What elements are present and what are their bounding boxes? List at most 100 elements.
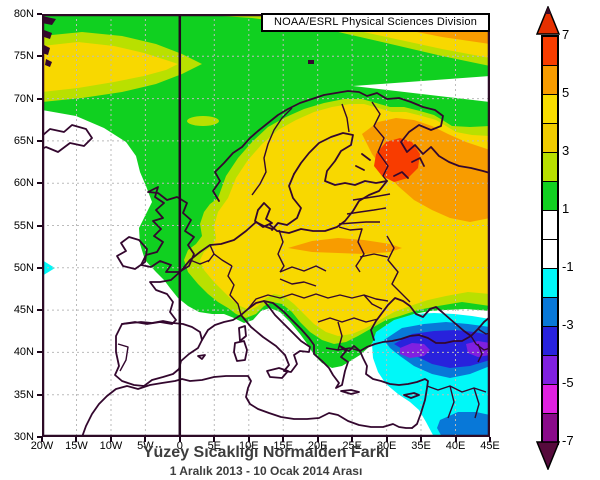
lon-tick-mark bbox=[282, 437, 285, 442]
country-borders bbox=[117, 101, 490, 419]
colorbar-segment bbox=[543, 95, 557, 124]
colorbar-tick-label: -7 bbox=[562, 433, 574, 448]
lon-tick-mark bbox=[41, 437, 43, 442]
lat-tick-mark bbox=[37, 266, 42, 269]
coast-sweden-south bbox=[271, 173, 302, 231]
lat-tick-mark bbox=[37, 436, 42, 438]
lon-tick-label: 30E bbox=[376, 440, 397, 452]
lon-tick-mark bbox=[247, 437, 250, 442]
coast-britain bbox=[140, 186, 195, 273]
lon-tick-label: 35E bbox=[411, 440, 431, 452]
lat-tick-label: 80N bbox=[13, 8, 34, 20]
colorbar-segment bbox=[543, 385, 557, 414]
lon-tick-label: 5W bbox=[137, 440, 154, 452]
lat-tick-mark bbox=[37, 55, 42, 58]
coast-iceland bbox=[42, 124, 93, 153]
coast-lakes bbox=[355, 153, 425, 179]
coast-sicily bbox=[266, 367, 289, 379]
europe-anomaly-map bbox=[42, 14, 490, 437]
colorbar-segment bbox=[543, 240, 557, 269]
colorbar-segment bbox=[543, 356, 557, 385]
colorbar-segment bbox=[543, 182, 557, 211]
lat-tick-mark bbox=[37, 309, 42, 312]
colorbar-segment bbox=[543, 37, 557, 66]
contour-poland-orange-streak bbox=[288, 238, 402, 254]
lon-tick-mark bbox=[213, 437, 216, 442]
credit-box: NOAA/ESRL Physical Sciences Division bbox=[261, 13, 490, 32]
map-subtitle: 1 Aralık 2013 - 10 Ocak 2014 Arası bbox=[169, 464, 363, 478]
coast-northsea-biscay bbox=[121, 221, 273, 325]
lat-tick-mark bbox=[37, 97, 42, 100]
lon-tick-label: 25E bbox=[342, 440, 362, 452]
coast-italy bbox=[240, 300, 311, 373]
lat-tick-label: 40N bbox=[13, 346, 34, 359]
colorbar-segment bbox=[543, 124, 557, 153]
coast-sardinia bbox=[233, 340, 248, 362]
colorbar-segment bbox=[543, 298, 557, 327]
contour-mesopotamia-blue bbox=[437, 412, 490, 437]
lon-tick-mark bbox=[454, 437, 457, 442]
colorbar-top-arrow bbox=[536, 6, 560, 35]
coast-baltic-east bbox=[269, 180, 388, 234]
coast-norway-kola bbox=[212, 90, 490, 202]
lon-tick-mark bbox=[488, 437, 491, 442]
colorbar-segment bbox=[543, 269, 557, 298]
coast-crete bbox=[340, 389, 360, 395]
credit-text: NOAA/ESRL Physical Sciences Division bbox=[273, 16, 478, 28]
lat-tick-label: 75N bbox=[13, 50, 34, 63]
lon-tick-label: 0 bbox=[176, 440, 183, 452]
colorbar-segment bbox=[543, 153, 557, 182]
lat-tick-mark bbox=[37, 351, 42, 354]
coast-blacksea-south bbox=[359, 316, 490, 352]
lon-tick-label: 15E bbox=[273, 440, 294, 452]
colorbar-segment bbox=[543, 327, 557, 356]
lon-tick-mark bbox=[316, 437, 319, 442]
coast-mallorca bbox=[197, 354, 206, 360]
lon-tick-label: 10E bbox=[238, 440, 259, 452]
lat-tick-mark bbox=[37, 393, 42, 396]
colorbar-bottom-arrow bbox=[536, 441, 560, 470]
colorbar-tick-label: -3 bbox=[562, 317, 574, 332]
lon-tick-mark bbox=[144, 437, 147, 442]
contour-norwegian-sea-lens bbox=[187, 116, 219, 126]
graticule bbox=[42, 14, 490, 437]
lat-tick-label: 45N bbox=[13, 304, 34, 317]
lat-tick-label: 70N bbox=[13, 92, 34, 105]
lat-tick-label: 35N bbox=[13, 388, 34, 401]
coast-north-africa bbox=[81, 375, 413, 437]
lat-tick-label: 50N bbox=[13, 261, 34, 274]
lon-tick-label: 20W bbox=[30, 440, 54, 452]
lon-tick-mark bbox=[75, 437, 78, 442]
lat-tick-mark bbox=[37, 139, 42, 142]
coast-france-south bbox=[201, 314, 242, 341]
map-title: Yüzey Sıcaklığı Normalden Farkı bbox=[142, 444, 390, 461]
lon-tick-mark bbox=[351, 437, 354, 442]
coast-corsica bbox=[238, 325, 247, 342]
colorbar-segment bbox=[543, 66, 557, 95]
coast-cyprus bbox=[403, 392, 420, 399]
lon-tick-label: 20E bbox=[307, 440, 328, 452]
lon-tick-mark bbox=[420, 437, 423, 442]
colorbar-segment bbox=[543, 414, 557, 443]
lon-tick-mark bbox=[109, 437, 112, 442]
colorbar-tick-label: -5 bbox=[562, 375, 574, 390]
colorbar-tick-label: 1 bbox=[562, 201, 570, 216]
contour-turkey-violet-west bbox=[400, 343, 430, 358]
lat-tick-mark bbox=[37, 182, 42, 185]
lon-tick-label: 45E bbox=[480, 440, 500, 452]
colorbar-tick-label: 5 bbox=[562, 85, 570, 100]
colorbar-tick-label: 3 bbox=[562, 143, 570, 158]
colorbar-segment bbox=[543, 211, 557, 240]
lon-tick-label: 40E bbox=[445, 440, 466, 452]
lon-tick-label: 15W bbox=[65, 440, 88, 452]
contour-turkey-violet-east bbox=[466, 341, 490, 357]
lon-tick-mark bbox=[385, 437, 388, 442]
lat-tick-label: 65N bbox=[13, 134, 34, 147]
lat-tick-label: 55N bbox=[13, 219, 34, 232]
coast-blacksea-north bbox=[370, 297, 472, 341]
lat-tick-label: 60N bbox=[13, 177, 34, 190]
coast-bothnia-finland bbox=[293, 132, 388, 186]
colorbar-tick-label: 7 bbox=[562, 27, 570, 42]
lat-tick-label: 30N bbox=[13, 431, 34, 443]
